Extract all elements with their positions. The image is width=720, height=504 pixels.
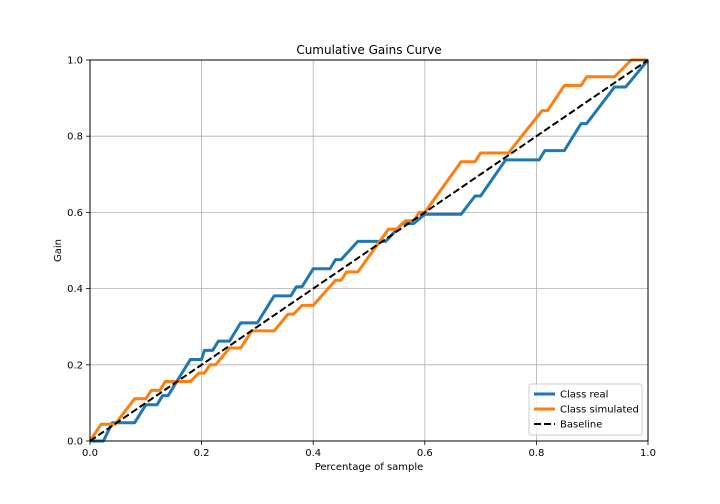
legend-label: Class real <box>560 390 608 401</box>
series-line-class-real <box>90 59 650 443</box>
x-tick-label: 0.2 <box>194 448 210 459</box>
x-tick-label: 1.0 <box>640 448 656 459</box>
y-tick-label: 0.6 <box>67 208 83 219</box>
x-tick-label: 0.8 <box>528 448 544 459</box>
x-axis-label: Percentage of sample <box>315 462 424 473</box>
legend-label: Baseline <box>560 420 602 431</box>
legend: Class real Class simulated Baseline <box>528 383 643 436</box>
x-tick-label: 0.0 <box>82 448 98 459</box>
y-tick-label: 0.4 <box>67 284 83 295</box>
legend-items: Class real Class simulated Baseline <box>534 390 639 431</box>
y-axis-label: Gain <box>53 239 64 262</box>
plot-frame <box>89 59 649 442</box>
y-tick-label: 1.0 <box>67 56 83 67</box>
x-tick-label: 0.6 <box>417 448 433 459</box>
series-line-class-simulated <box>88 58 648 442</box>
legend-label: Class simulated <box>560 405 639 416</box>
y-tick-label: 0.8 <box>67 132 83 143</box>
y-tick-label: 0.2 <box>67 360 83 371</box>
y-tick-label: 0.0 <box>67 437 83 448</box>
y-axis-ticks: 0.0 0.2 0.4 0.6 0.8 1.0 <box>67 56 90 448</box>
series-line-baseline <box>89 59 649 442</box>
grid <box>89 59 649 442</box>
chart-title: Cumulative Gains Curve <box>296 43 441 57</box>
legend-box <box>528 383 643 436</box>
x-axis-ticks: 0.0 0.2 0.4 0.6 0.8 1.0 <box>82 441 656 459</box>
series-lines <box>88 58 650 443</box>
x-tick-label: 0.4 <box>305 448 321 459</box>
